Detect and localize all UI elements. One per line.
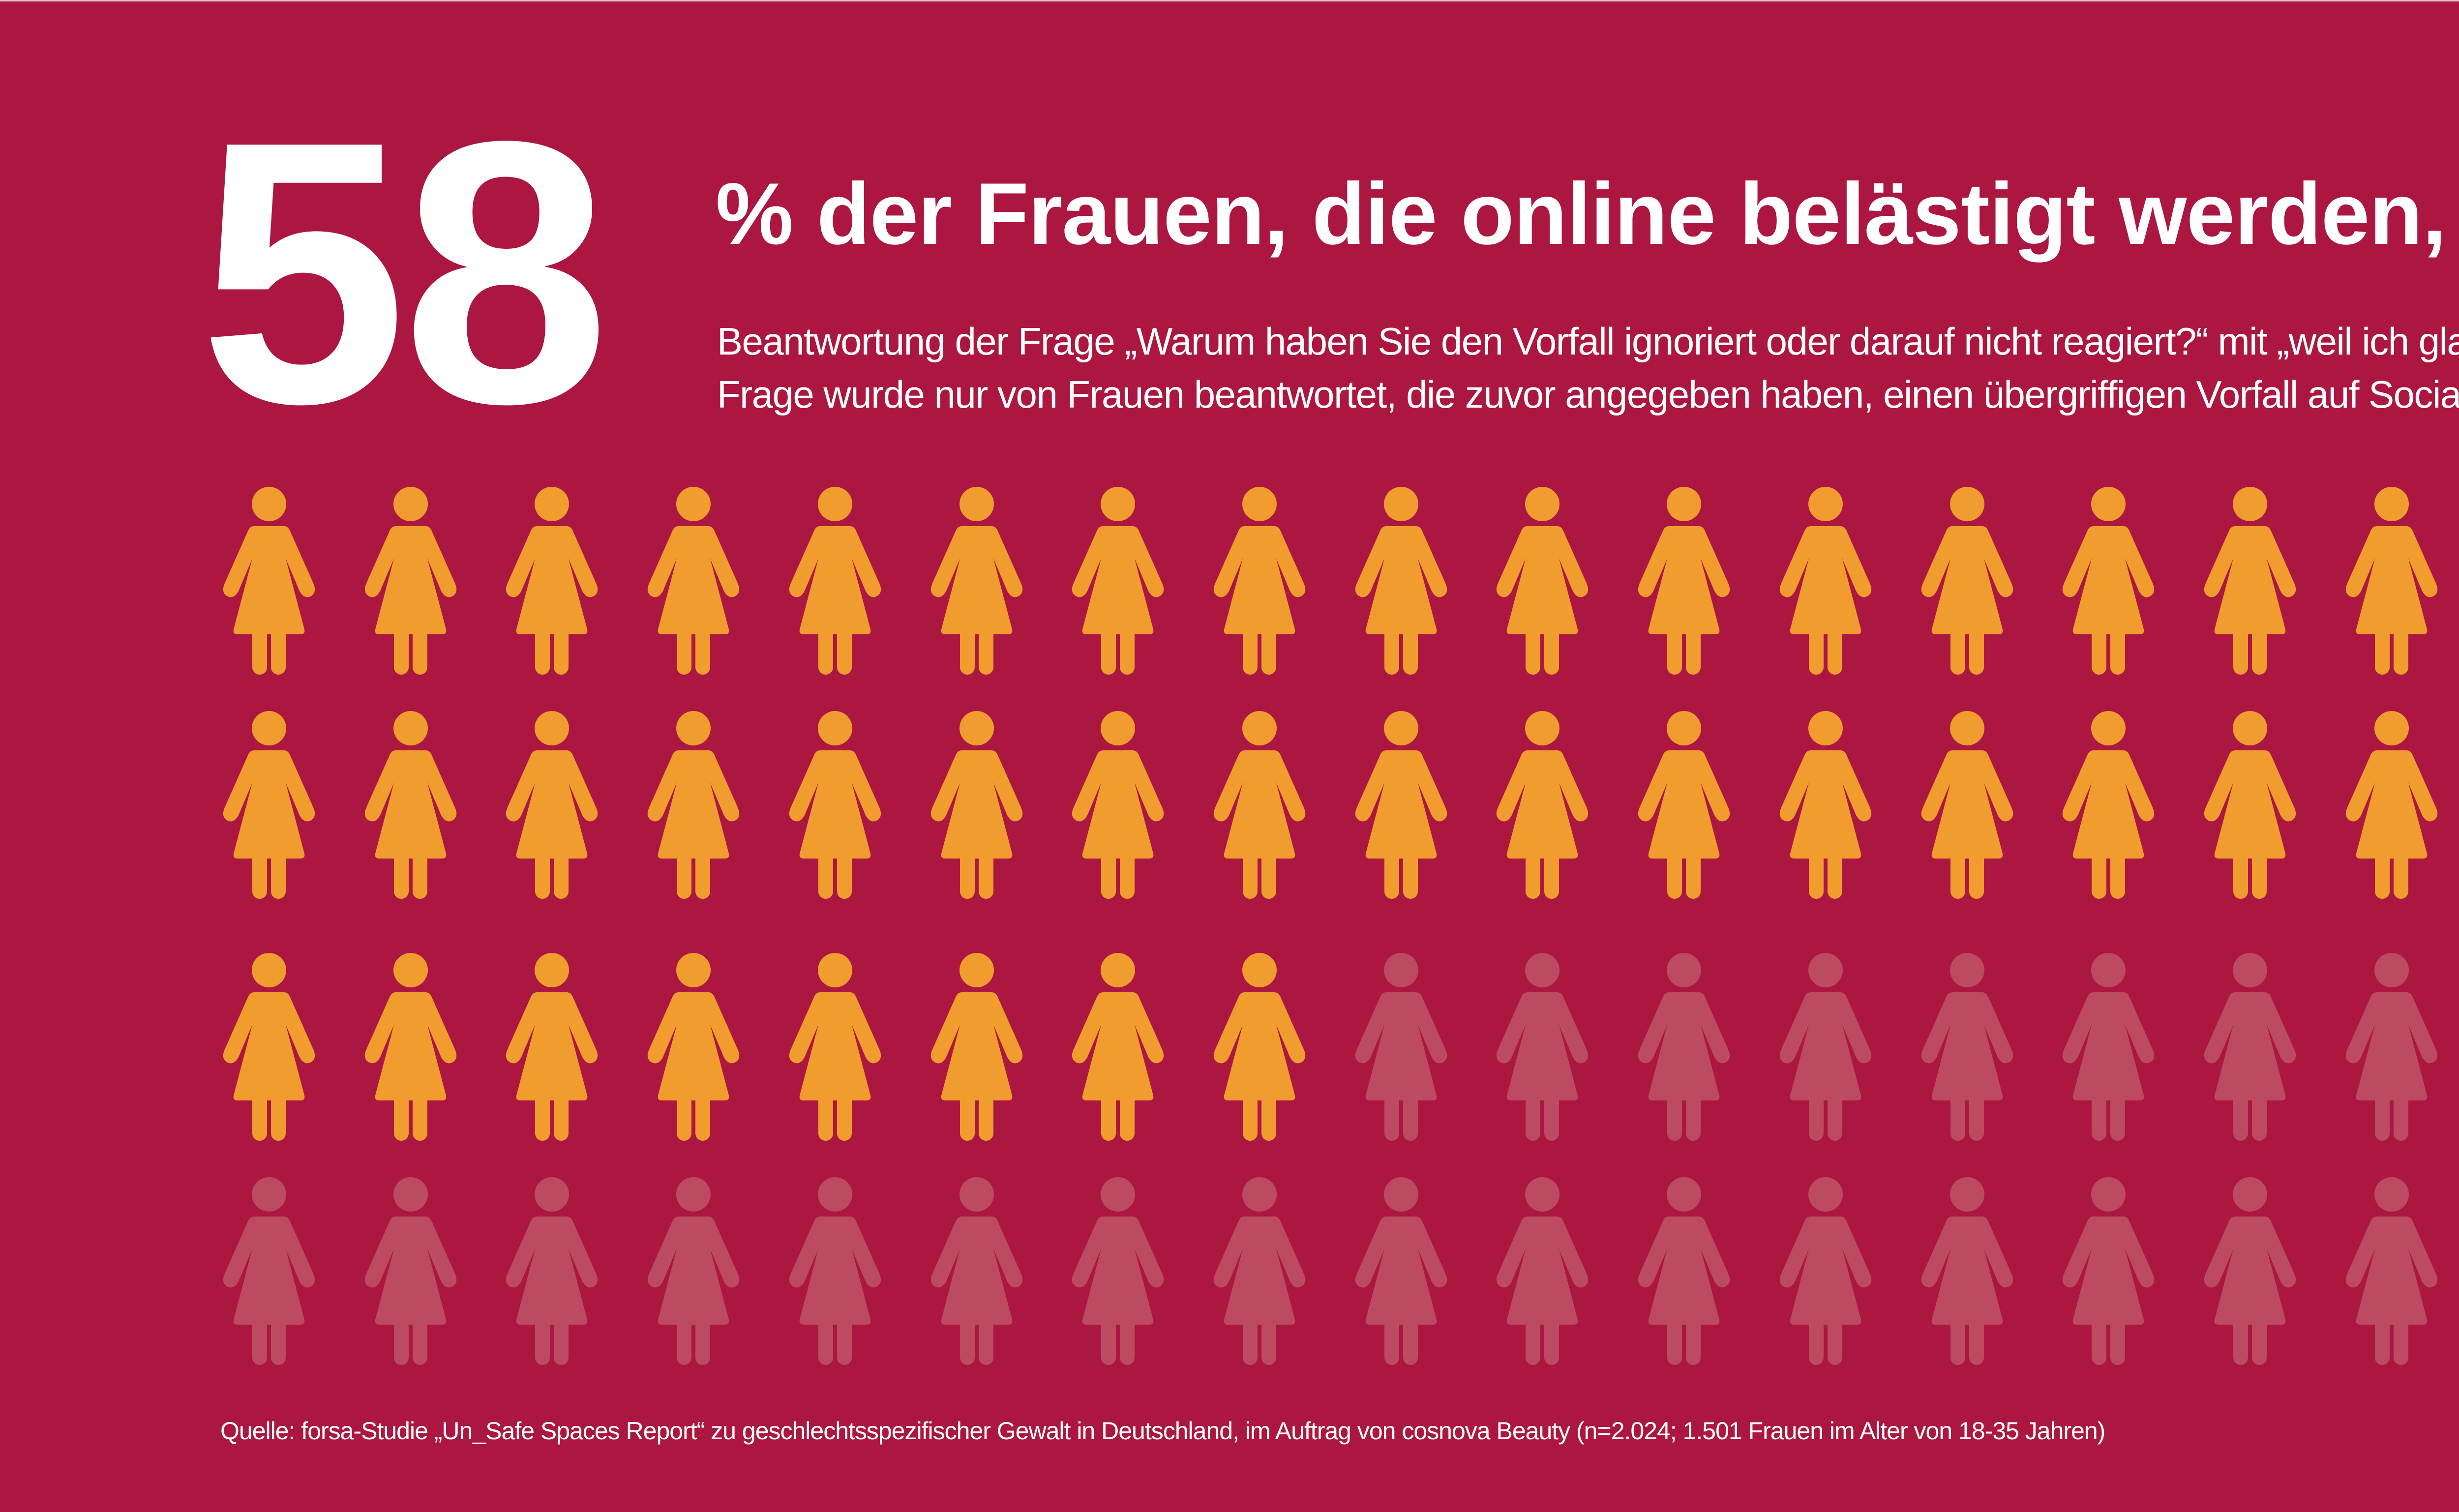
pictogram-row	[220, 711, 2459, 900]
woman-figure-icon	[1493, 953, 1591, 1142]
woman-figure-icon	[361, 711, 460, 900]
woman-figure-icon	[361, 1177, 460, 1366]
woman-figure-icon	[786, 1177, 884, 1366]
woman-figure-icon	[2059, 487, 2158, 676]
woman-figure-icon	[503, 711, 601, 900]
woman-figure-icon	[1210, 711, 1309, 900]
woman-figure-icon	[1069, 487, 1167, 676]
big-percentage-number: 58	[199, 64, 610, 481]
woman-figure-icon	[503, 953, 601, 1142]
woman-figure-icon	[220, 487, 318, 676]
woman-figure-icon	[503, 1177, 601, 1366]
woman-figure-icon	[1776, 487, 1875, 676]
woman-figure-icon	[2059, 711, 2158, 900]
top-rule	[0, 0, 2459, 1]
subtitle: Beantwortung der Frage „Warum haben Sie …	[717, 315, 2459, 421]
woman-figure-icon	[2342, 711, 2441, 900]
woman-figure-icon	[220, 711, 318, 900]
woman-figure-icon	[1918, 953, 2016, 1142]
source-note: Quelle: forsa-Studie „Un_Safe Spaces Rep…	[220, 1417, 2105, 1445]
woman-figure-icon	[786, 487, 884, 676]
woman-figure-icon	[2059, 953, 2158, 1142]
woman-figure-icon	[1352, 1177, 1450, 1366]
woman-figure-icon	[644, 953, 743, 1142]
headline: % der Frauen, die online belästigt werde…	[716, 165, 2459, 263]
pictogram-row	[220, 487, 2459, 676]
woman-figure-icon	[644, 1177, 743, 1366]
woman-figure-icon	[1776, 953, 1875, 1142]
woman-figure-icon	[2201, 1177, 2299, 1366]
pictogram-row	[220, 953, 2459, 1142]
woman-figure-icon	[1635, 953, 1733, 1142]
woman-figure-icon	[220, 953, 318, 1142]
woman-figure-icon	[928, 1177, 1026, 1366]
woman-figure-icon	[1635, 1177, 1733, 1366]
woman-figure-icon	[928, 953, 1026, 1142]
woman-figure-icon	[1918, 487, 2016, 676]
woman-figure-icon	[503, 487, 601, 676]
woman-figure-icon	[2342, 1177, 2441, 1366]
woman-figure-icon	[361, 487, 460, 676]
woman-figure-icon	[644, 711, 743, 900]
pictogram-row	[220, 1177, 2459, 1366]
woman-figure-icon	[786, 711, 884, 900]
woman-figure-icon	[1776, 1177, 1875, 1366]
woman-figure-icon	[2201, 711, 2299, 900]
woman-figure-icon	[2342, 953, 2441, 1142]
subtitle-line-1: Beantwortung der Frage „Warum haben Sie …	[717, 320, 2459, 363]
woman-figure-icon	[1918, 1177, 2016, 1366]
woman-figure-icon	[1635, 487, 1733, 676]
woman-figure-icon	[220, 1177, 318, 1366]
woman-figure-icon	[1069, 711, 1167, 900]
woman-figure-icon	[1210, 487, 1309, 676]
woman-figure-icon	[361, 953, 460, 1142]
woman-figure-icon	[2201, 953, 2299, 1142]
subtitle-line-2: Frage wurde nur von Frauen beantwortet, …	[717, 373, 2459, 416]
woman-figure-icon	[1635, 711, 1733, 900]
woman-figure-icon	[644, 487, 743, 676]
woman-figure-icon	[1493, 487, 1591, 676]
woman-figure-icon	[2342, 487, 2441, 676]
woman-figure-icon	[1493, 711, 1591, 900]
woman-figure-icon	[1352, 711, 1450, 900]
woman-figure-icon	[1352, 487, 1450, 676]
woman-figure-icon	[1210, 953, 1309, 1142]
woman-figure-icon	[1918, 711, 2016, 900]
woman-figure-icon	[1776, 711, 1875, 900]
woman-figure-icon	[928, 711, 1026, 900]
woman-figure-icon	[786, 953, 884, 1142]
woman-figure-icon	[1069, 1177, 1167, 1366]
woman-figure-icon	[928, 487, 1026, 676]
woman-figure-icon	[2059, 1177, 2158, 1366]
woman-figure-icon	[2201, 487, 2299, 676]
woman-figure-icon	[1069, 953, 1167, 1142]
woman-figure-icon	[1352, 953, 1450, 1142]
woman-figure-icon	[1210, 1177, 1309, 1366]
woman-figure-icon	[1493, 1177, 1591, 1366]
